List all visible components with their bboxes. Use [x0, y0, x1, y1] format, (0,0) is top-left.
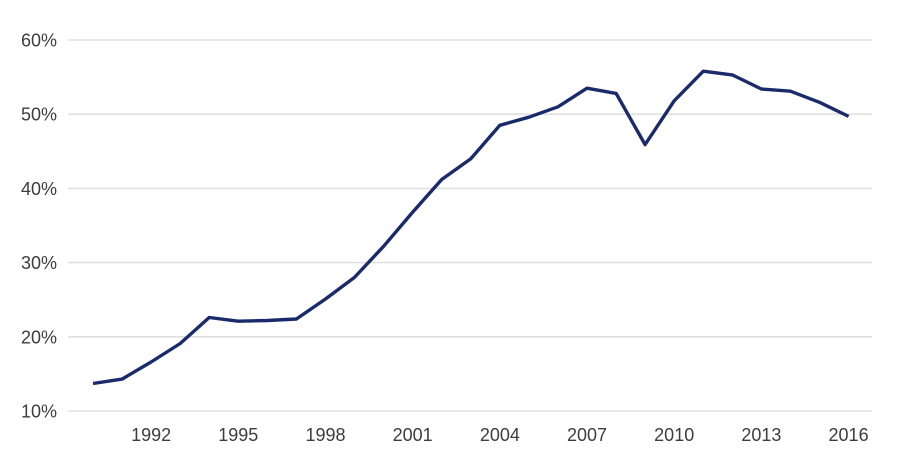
- y-axis-tick-label: 20%: [21, 327, 57, 347]
- x-axis-tick-label: 2007: [567, 425, 607, 445]
- y-axis-tick-label: 30%: [21, 253, 57, 273]
- y-axis-tick-label: 10%: [21, 402, 57, 422]
- y-axis-tick-label: 60%: [21, 31, 57, 51]
- x-axis-tick-label: 1992: [131, 425, 171, 445]
- x-axis-tick-label: 2010: [654, 425, 694, 445]
- y-axis-tick-label: 50%: [21, 105, 57, 125]
- x-axis-tick-label: 2001: [393, 425, 433, 445]
- x-axis-tick-label: 2013: [741, 425, 781, 445]
- x-axis-tick-label: 2016: [829, 425, 869, 445]
- x-axis-tick-label: 2004: [480, 425, 520, 445]
- y-axis-tick-label: 40%: [21, 179, 57, 199]
- data-line-percentage: [92, 69, 850, 386]
- x-axis-tick-label: 1995: [218, 425, 258, 445]
- x-axis-tick-label: 1998: [305, 425, 345, 445]
